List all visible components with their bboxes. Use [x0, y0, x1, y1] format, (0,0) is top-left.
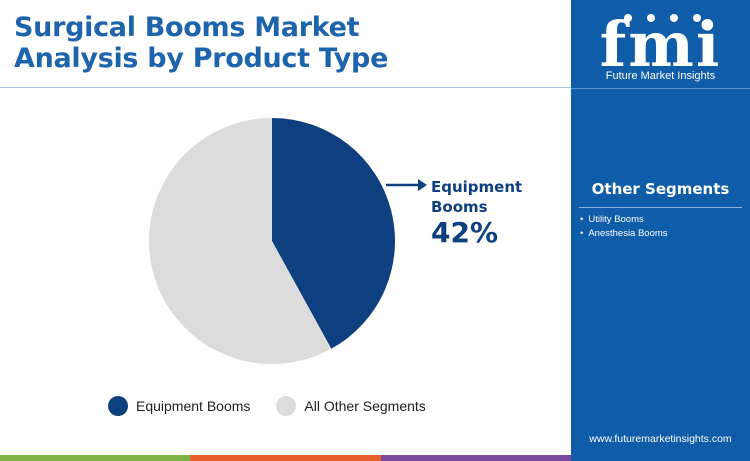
bar-segment-green — [0, 455, 191, 461]
logo-divider — [571, 88, 750, 89]
legend-item-other: All Other Segments — [276, 396, 426, 416]
right-panel: fmi Future Market Insights Other Segment… — [571, 0, 750, 461]
segments-divider — [579, 207, 742, 208]
title-line-1: Surgical Booms Market — [14, 12, 360, 43]
segment-item: • Utility Booms — [580, 214, 644, 225]
other-segments-title: Other Segments — [591, 180, 730, 198]
callout-arrow — [386, 179, 427, 191]
bottom-color-bar — [0, 455, 571, 461]
pie-chart — [149, 118, 427, 364]
website-url[interactable]: www.futuremarketinsights.com — [589, 433, 732, 445]
title-line-2: Analysis by Product Type — [14, 43, 389, 74]
pie-slice-all-other-segments — [149, 118, 332, 364]
segment-item: • Anesthesia Booms — [580, 228, 668, 239]
title-divider — [0, 87, 571, 88]
chart-legend: Equipment Booms All Other Segments — [108, 396, 452, 416]
legend-item-equipment: Equipment Booms — [108, 396, 250, 416]
fmi-logo-icon: fmi — [600, 8, 720, 81]
chart-title: Surgical Booms Market Analysis by Produc… — [14, 12, 554, 74]
legend-swatch-other — [276, 396, 297, 416]
bar-segment-orange — [190, 455, 381, 461]
callout-value: 42% — [431, 216, 499, 249]
slice-callout: Equipment Booms 42% — [431, 177, 522, 249]
callout-label-1: Equipment — [431, 178, 523, 196]
legend-label-equipment: Equipment Booms — [136, 398, 251, 414]
bar-segment-purple — [380, 455, 571, 461]
pie-slice-equipment-booms — [272, 118, 395, 349]
legend-swatch-equipment — [108, 396, 128, 416]
other-segments-list: • Utility Booms • Anesthesia Booms — [580, 213, 668, 241]
legend-label-other: All Other Segments — [304, 398, 426, 414]
callout-label-2: Booms — [431, 198, 488, 216]
pie-slices — [149, 118, 395, 364]
segment-item-label: Utility Booms — [588, 214, 644, 225]
segment-item-label: Anesthesia Booms — [588, 228, 668, 239]
logo-tagline: Future Market Insights — [605, 70, 716, 82]
